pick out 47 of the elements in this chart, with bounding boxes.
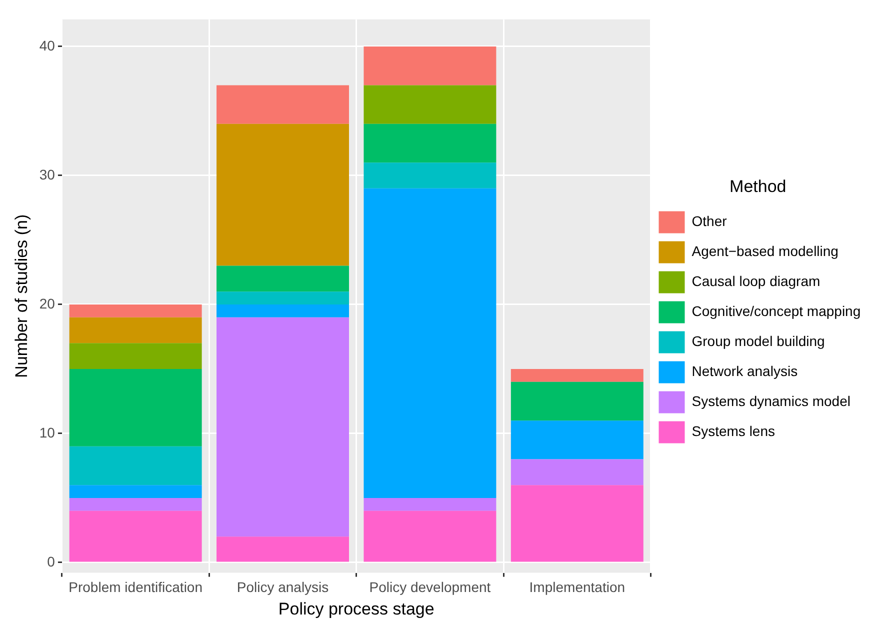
- legend-title: Method: [730, 176, 786, 196]
- legend-label: Cognitive/concept mapping: [692, 303, 861, 320]
- bar: [69, 317, 202, 344]
- x-tick-label: Problem identification: [68, 579, 202, 596]
- bar: [510, 485, 644, 562]
- bar: [510, 368, 644, 382]
- bar: [216, 85, 349, 124]
- bar: [69, 368, 202, 446]
- legend-label: Group model building: [692, 333, 825, 350]
- bar: [216, 292, 349, 304]
- bar: [69, 446, 202, 486]
- legend-label: Causal loop diagram: [692, 273, 820, 290]
- y-tick-label: 40: [39, 37, 56, 54]
- bar: [364, 188, 496, 498]
- bar: [216, 317, 349, 537]
- y-tick-label: 10: [39, 424, 56, 440]
- y-tick-label: 0: [47, 553, 56, 570]
- bar: [510, 420, 644, 460]
- x-tick-label: Policy analysis: [236, 579, 329, 596]
- bar: [216, 304, 349, 318]
- bar: [510, 459, 644, 486]
- y-tick-label: 30: [39, 166, 56, 182]
- x-tick-label: Implementation: [529, 579, 626, 596]
- bar: [510, 382, 644, 421]
- bar: [364, 162, 496, 188]
- bar: [216, 536, 349, 562]
- bar: [364, 46, 496, 86]
- x-tick-label: Policy development: [369, 579, 491, 596]
- bar: [364, 85, 496, 124]
- bar: [69, 498, 202, 511]
- bar: [69, 304, 202, 318]
- legend-label: Systems lens: [692, 423, 775, 440]
- bar: [216, 266, 349, 292]
- bar: [364, 510, 496, 562]
- bar: [364, 498, 496, 511]
- legend-label: Network analysis: [692, 363, 798, 380]
- bar: [69, 343, 202, 369]
- bar: [364, 124, 496, 163]
- y-tick-label: 20: [39, 295, 56, 312]
- x-axis-title: Policy process stage: [278, 599, 434, 618]
- legend-label: Systems dynamics model: [692, 393, 850, 410]
- legend-label: Agent−based modelling: [692, 243, 838, 260]
- bar: [216, 124, 349, 266]
- bar: [69, 485, 202, 498]
- legend-label: Other: [692, 213, 728, 230]
- bar: [69, 510, 202, 562]
- y-axis-title: Number of studies (n): [12, 214, 31, 378]
